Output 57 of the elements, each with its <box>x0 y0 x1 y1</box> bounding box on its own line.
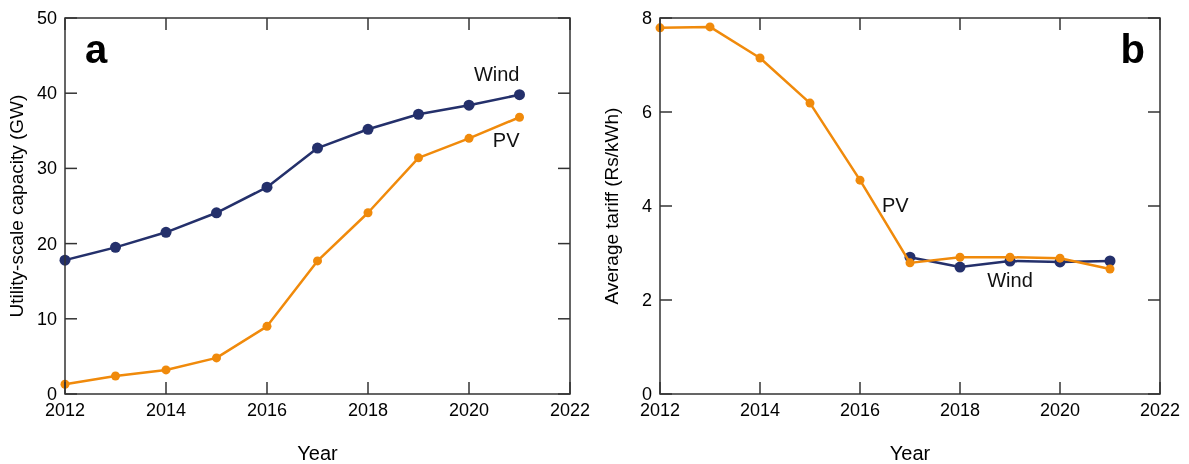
point <box>955 252 965 262</box>
x-tick-label: 2018 <box>347 400 389 420</box>
point <box>161 365 171 375</box>
x-tick-label: 2018 <box>939 400 981 420</box>
series-label: PV <box>882 194 910 217</box>
point <box>362 123 374 135</box>
point <box>705 22 715 32</box>
y-tick-label: 40 <box>36 83 57 104</box>
point <box>463 99 475 111</box>
point <box>160 226 172 238</box>
series-label: PV <box>492 129 521 152</box>
point <box>110 241 121 253</box>
point <box>1005 252 1015 262</box>
point <box>905 258 915 268</box>
x-tick-label: 2020 <box>448 400 490 420</box>
point <box>212 353 221 363</box>
chart-title: a <box>85 27 108 71</box>
x-axis-title: Year <box>297 442 339 464</box>
point <box>313 256 322 266</box>
y-tick-label: 10 <box>36 308 57 329</box>
point <box>413 108 424 120</box>
x-tick-label: 2016 <box>839 400 881 420</box>
point <box>464 133 474 143</box>
x-tick-label: 2014 <box>739 400 781 420</box>
point <box>261 181 273 193</box>
y-axis-title: Utility-scale capacity (GW) <box>6 94 27 318</box>
y-tick-label: 2 <box>641 290 652 310</box>
point <box>1105 264 1115 274</box>
x-tick-label: 2022 <box>1139 400 1181 420</box>
point <box>111 371 120 381</box>
y-tick-label: 30 <box>36 158 57 179</box>
point <box>755 53 765 63</box>
y-tick-label: 50 <box>36 8 57 28</box>
chart-title: b <box>1120 27 1145 71</box>
point <box>414 153 423 163</box>
point <box>262 321 272 331</box>
point <box>363 208 373 218</box>
point <box>514 89 525 101</box>
series-label: Wind <box>473 62 520 85</box>
x-tick-label: 2014 <box>145 400 187 420</box>
point <box>954 261 966 273</box>
point <box>515 112 524 122</box>
y-tick-label: 4 <box>641 196 652 216</box>
point <box>855 175 865 185</box>
x-tick-label: 2022 <box>549 400 591 420</box>
x-tick-label: 2016 <box>246 400 288 420</box>
point <box>312 142 323 154</box>
y-tick-label: 6 <box>641 102 652 122</box>
point <box>1055 253 1065 263</box>
x-tick-label: 2020 <box>1039 400 1081 420</box>
y-tick-label: 20 <box>36 233 57 254</box>
y-axis-title: Average tariff (Rs/kWh) <box>601 107 622 305</box>
series-label: Wind <box>987 268 1033 291</box>
point <box>211 207 222 219</box>
y-tick-label: 8 <box>641 8 652 28</box>
x-axis-title: Year <box>889 442 931 464</box>
point <box>805 98 815 108</box>
